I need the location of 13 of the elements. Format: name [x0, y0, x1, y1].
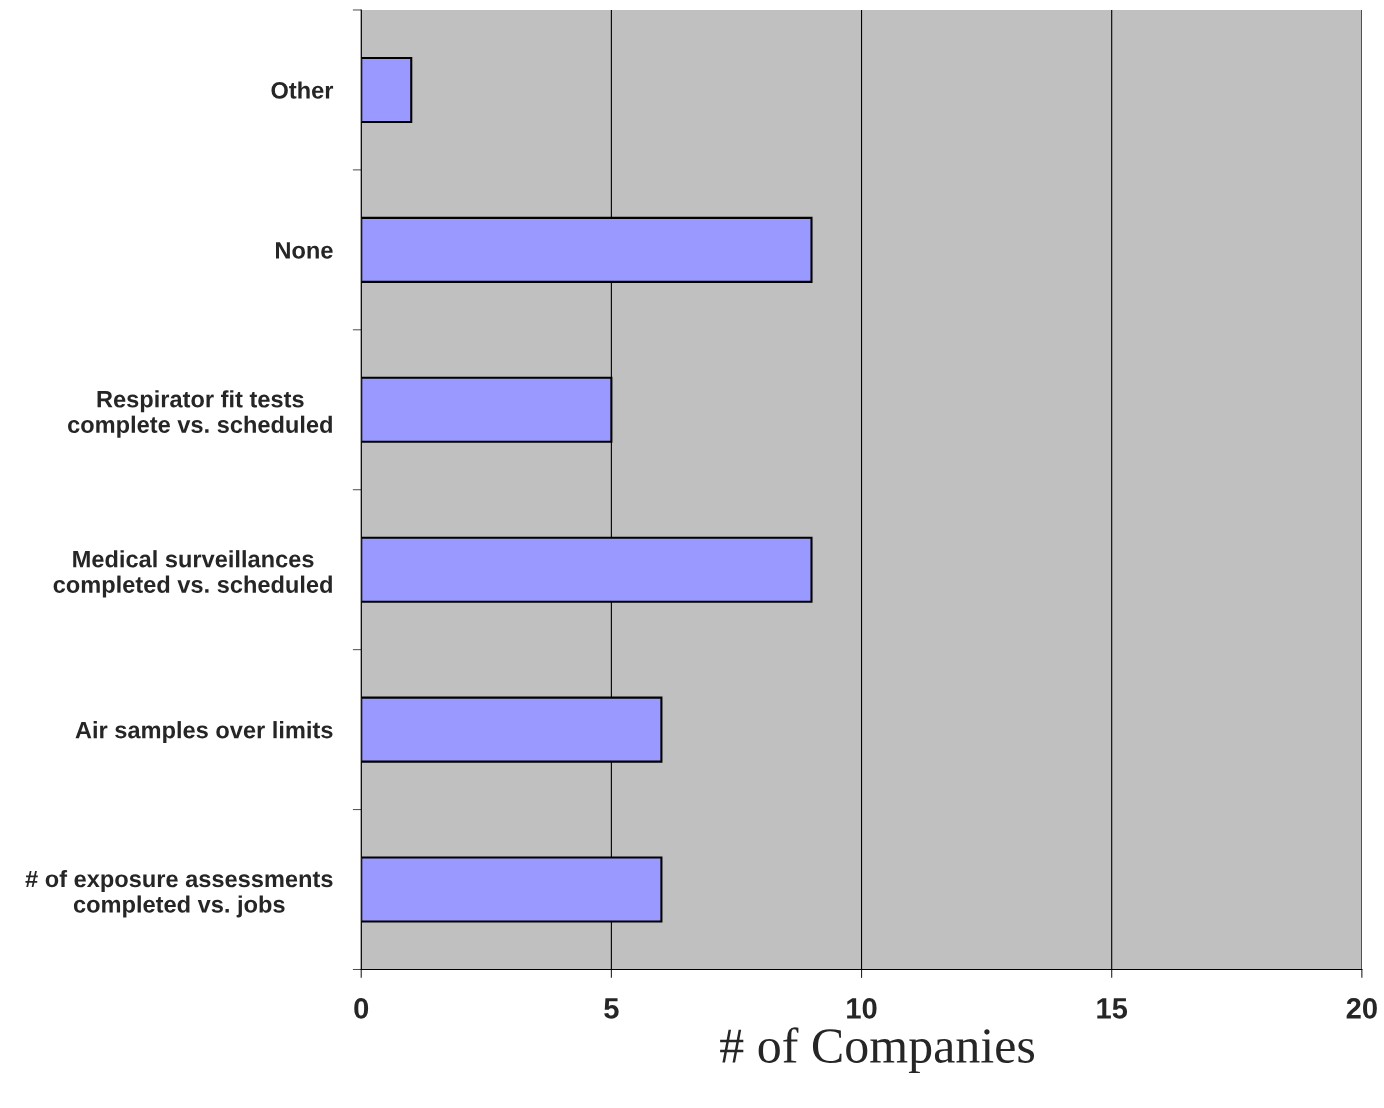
x-tick-label: 15	[1097, 998, 1128, 1019]
y-tick-label: Respirator fit tests complete vs. scheduled	[68, 390, 332, 438]
y-tick-label: None	[276, 242, 333, 259]
y-tick-label: Air samples over limits	[75, 721, 333, 744]
y-tick-label: Other	[271, 81, 334, 99]
x-tick-label: 10	[847, 998, 877, 1019]
x-axis-title: # of Companies	[720, 1027, 1035, 1074]
x-tick-label: 0	[354, 998, 369, 1019]
x-tick-label: 20	[1346, 998, 1377, 1019]
bar	[361, 56, 413, 123]
x-tick-label: 5	[604, 998, 619, 1019]
y-tick-label: # of exposure assessments completed vs. jobs	[25, 869, 333, 918]
y-tick-label: Medical surveillances completed vs. scheduled	[53, 550, 332, 598]
